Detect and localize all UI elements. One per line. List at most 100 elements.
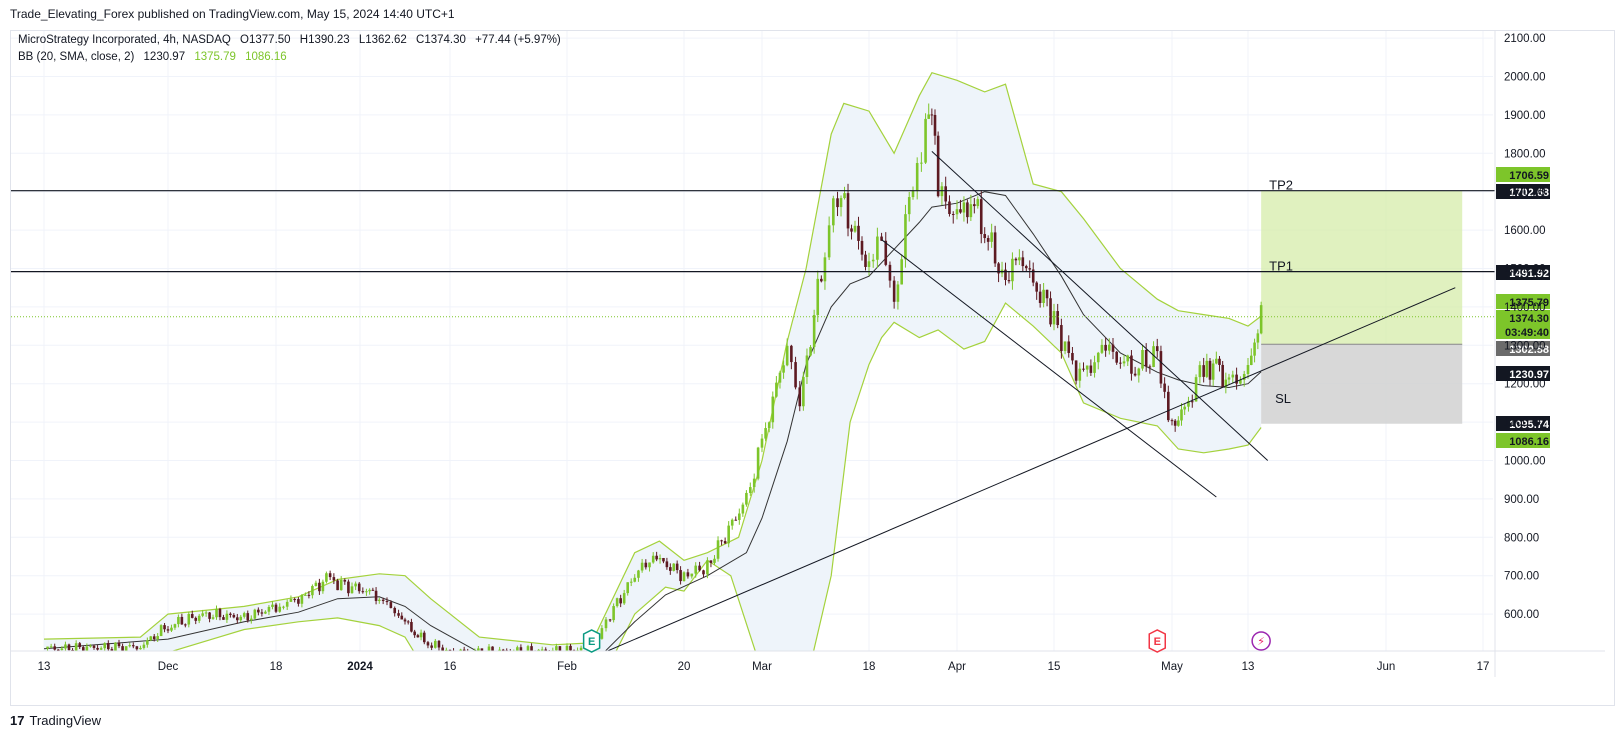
candle-body bbox=[562, 653, 565, 654]
candle-body bbox=[249, 618, 253, 621]
candle-body bbox=[260, 612, 264, 614]
candle-body bbox=[764, 428, 767, 439]
candle-body bbox=[146, 640, 149, 645]
candle-body bbox=[225, 613, 229, 620]
tp1-label: TP1 bbox=[1269, 259, 1293, 274]
candle-body bbox=[222, 617, 225, 620]
candle-body bbox=[962, 202, 966, 213]
price-flag-text: 1375.79 bbox=[1509, 297, 1549, 309]
price-flag-green: 1086.16 bbox=[1496, 433, 1550, 448]
candle-body bbox=[1007, 280, 1011, 282]
chart-frame[interactable] bbox=[10, 30, 1615, 706]
candle-body bbox=[723, 541, 727, 544]
candle-body bbox=[911, 190, 915, 198]
symbol-legend: MicroStrategy Incorporated, 4h, NASDAQ O… bbox=[18, 34, 567, 46]
candle-body bbox=[604, 619, 608, 629]
candle-body bbox=[297, 599, 300, 604]
candle-body bbox=[1078, 368, 1082, 381]
candle-body bbox=[812, 315, 816, 348]
price-tick-label: 600.00 bbox=[1504, 609, 1539, 621]
event-marker-earnings-upcoming[interactable]: E bbox=[1148, 629, 1166, 653]
candle-body bbox=[60, 648, 64, 651]
candle-body bbox=[347, 581, 350, 594]
candle-body bbox=[794, 362, 797, 388]
candle-body bbox=[702, 570, 705, 575]
candle-body bbox=[853, 225, 857, 232]
candle-body bbox=[393, 607, 397, 614]
candle-body bbox=[339, 579, 343, 591]
candle-body bbox=[184, 624, 187, 626]
candle-body bbox=[1249, 355, 1253, 366]
candle-body bbox=[633, 577, 637, 582]
event-circle bbox=[1251, 631, 1271, 651]
candle-body bbox=[622, 593, 626, 604]
candle-body bbox=[648, 562, 651, 568]
candle-body bbox=[565, 645, 569, 651]
candle-body bbox=[880, 236, 883, 241]
candle-body bbox=[682, 572, 686, 582]
target-zone bbox=[1261, 190, 1463, 345]
candle-body bbox=[519, 647, 523, 651]
bb-legend[interactable]: BB (20, SMA, close, 2) 1230.97 1375.79 1… bbox=[18, 51, 293, 63]
candle-body bbox=[491, 646, 494, 651]
candle-body bbox=[540, 649, 544, 651]
candle-body bbox=[1141, 350, 1144, 369]
candle-body bbox=[1208, 360, 1212, 380]
candle-body bbox=[857, 225, 860, 241]
candle-body bbox=[381, 599, 385, 602]
candle-body bbox=[159, 625, 163, 637]
candle-body bbox=[1104, 344, 1107, 351]
bollinger-upper-line bbox=[43, 71, 1262, 646]
brand-name: TradingView bbox=[29, 713, 102, 728]
candle-body bbox=[864, 254, 867, 267]
candle-body bbox=[1259, 305, 1263, 334]
candle-body bbox=[778, 372, 782, 383]
candle-body bbox=[314, 582, 318, 587]
candle-body bbox=[385, 601, 389, 603]
candle-body bbox=[1028, 268, 1032, 270]
candle-body bbox=[805, 355, 809, 378]
candle-body bbox=[523, 653, 526, 655]
price-flag-bg bbox=[1496, 294, 1550, 309]
candle-body bbox=[1042, 289, 1045, 304]
candle-body bbox=[480, 648, 484, 651]
event-marker-earnings-past[interactable]: E bbox=[582, 629, 601, 653]
candle-body bbox=[229, 613, 232, 615]
candle-body bbox=[232, 614, 236, 618]
candle-body bbox=[307, 594, 311, 596]
price-flag-text: 1095.74 bbox=[1509, 419, 1550, 431]
price-tick-label: 1900.00 bbox=[1504, 110, 1546, 122]
candle-body bbox=[374, 590, 378, 601]
candle-body bbox=[318, 582, 321, 592]
bb-basis-value: 1230.97 bbox=[143, 51, 186, 63]
earnings-letter: E bbox=[588, 636, 595, 648]
candle-body bbox=[1224, 379, 1228, 388]
candle-body bbox=[1231, 374, 1235, 378]
candle-body bbox=[1256, 333, 1260, 343]
price-flag-text: 1086.16 bbox=[1509, 436, 1549, 448]
candle-body bbox=[530, 646, 533, 651]
candle-body bbox=[655, 555, 658, 560]
price-flag-green: 1706.59 bbox=[1496, 167, 1550, 182]
candle-body bbox=[1221, 364, 1224, 388]
candle-body bbox=[767, 422, 771, 429]
price-tick-label: 900.00 bbox=[1504, 494, 1539, 506]
tradingview-brand[interactable]: 17 TradingView bbox=[10, 713, 101, 728]
candle-body bbox=[1018, 257, 1021, 261]
candle-body bbox=[124, 646, 128, 651]
candle-body bbox=[264, 611, 267, 614]
candle-body bbox=[690, 573, 694, 577]
candle-body bbox=[74, 643, 78, 651]
candle-body bbox=[336, 580, 339, 591]
candle-body bbox=[1159, 351, 1163, 384]
price-tick-label: 1100.00 bbox=[1504, 417, 1545, 429]
candle-body bbox=[679, 570, 682, 582]
event-marker-dividend-split[interactable]: ⚡ bbox=[1251, 631, 1271, 651]
candle-body bbox=[997, 263, 1000, 274]
candle-body bbox=[1190, 401, 1194, 403]
candle-body bbox=[1205, 360, 1209, 377]
candle-body bbox=[915, 163, 919, 191]
candle-body bbox=[201, 613, 204, 616]
price-flag-text: 1302.58 bbox=[1509, 344, 1549, 356]
